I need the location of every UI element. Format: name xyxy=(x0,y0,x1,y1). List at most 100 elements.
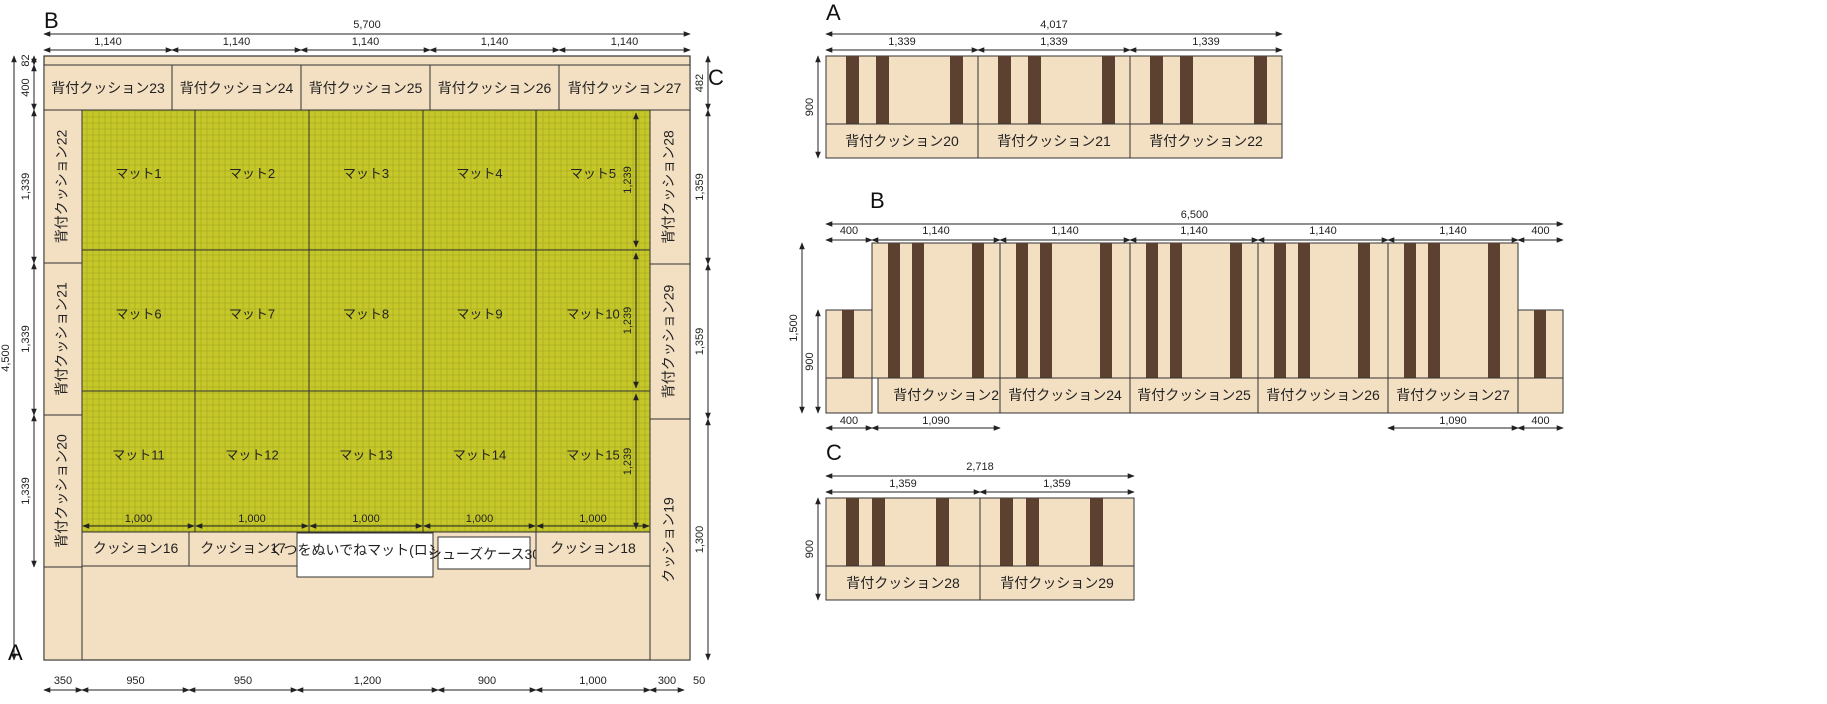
backrest-stripe xyxy=(1428,243,1440,378)
elevation-b: B 6,500 400 1,140 1,140 1,140 1,140 1,140 400 1,… xyxy=(788,188,1564,431)
dimension-label: 400 xyxy=(840,225,858,237)
dimension-label: 400 xyxy=(1531,415,1549,427)
back-cushion-left xyxy=(43,414,83,568)
backrest-stripe xyxy=(1298,243,1310,378)
dimension-label: 1,140 xyxy=(611,36,639,48)
mat-label: マット15 xyxy=(566,448,619,463)
cushion-label: 背付クッション21 xyxy=(997,133,1111,149)
dimension-label: 1,000 xyxy=(579,675,607,687)
seat-cushion xyxy=(999,377,1131,414)
dimension-label: 1,339 xyxy=(1192,36,1220,48)
dimension-label: 5,700 xyxy=(353,19,381,31)
dimension-label: 1,090 xyxy=(1439,415,1467,427)
dimension-label: 4,017 xyxy=(1040,19,1068,31)
seat-cushion xyxy=(1257,377,1389,414)
dimension-label: 900 xyxy=(804,540,816,558)
dimension-label: 1,140 xyxy=(922,225,950,237)
mat-label: マット14 xyxy=(453,448,506,463)
backrest-stripe xyxy=(936,498,949,566)
backrest-stripe xyxy=(846,498,859,566)
bottom-item-label: くつをぬいでねマット(ロング) xyxy=(270,542,461,558)
backrest-stripe xyxy=(1150,56,1163,124)
seat-cushion xyxy=(825,123,979,159)
back-cushion-top xyxy=(558,64,691,111)
backrest-stripe xyxy=(1016,243,1028,378)
backrest-stripe xyxy=(888,243,900,378)
right-back-cushions: 背付クッション28 背付クッション29 クッション19 xyxy=(649,109,691,661)
plan-dimensions: 5,700 1,140 1,140 1,140 1,140 1,140 4,500 82 400… xyxy=(0,19,711,693)
dimension-label: 2,718 xyxy=(966,461,994,473)
mat-label: マット5 xyxy=(570,166,616,181)
backrest-stripe xyxy=(998,56,1011,124)
backrest-stripe xyxy=(1534,310,1546,378)
cushion-label: 背付クッション29 xyxy=(1000,575,1114,591)
seat-cushion xyxy=(877,377,1001,414)
seat-cushion xyxy=(1129,123,1283,159)
mat-label: マット8 xyxy=(343,307,389,322)
elevation-c: C 2,718 1,359 背付クッション28 1,359 背付クッション29 900 xyxy=(804,440,1135,601)
corner-block xyxy=(43,566,83,661)
mat-label: マット7 xyxy=(229,307,275,322)
dimension-label: 900 xyxy=(804,352,816,370)
dimension-label: 1,000 xyxy=(579,513,607,525)
seat-cushion xyxy=(825,565,981,601)
cushion-label: クッション19 xyxy=(661,497,677,583)
dimension-label: 1,000 xyxy=(125,513,153,525)
dimension-label: 1,090 xyxy=(922,415,950,427)
bottom-item xyxy=(296,532,434,578)
backrest-stripe xyxy=(1100,243,1112,378)
bottom-item-label: クッション16 xyxy=(93,540,179,556)
plan-view: B 背付クッション23 背付クッション24 背付クッション25 背付クッション26 背付… xyxy=(0,8,724,693)
elev-b-section-letter: B xyxy=(870,188,885,213)
back-cushion-top xyxy=(300,64,431,111)
mat-label: マット3 xyxy=(343,166,389,181)
dimension-label: 350 xyxy=(54,675,72,687)
dimension-label: 400 xyxy=(840,415,858,427)
dimension-label: 1,000 xyxy=(352,513,380,525)
mat-label: マット12 xyxy=(225,448,278,463)
dimension-label: 1,339 xyxy=(1040,36,1068,48)
backrest-stripe xyxy=(1358,243,1370,378)
cushion-right-bottom xyxy=(649,418,691,661)
top-back-cushions: 背付クッション23 背付クッション24 背付クッション25 背付クッション26 背付クッ… xyxy=(43,64,691,111)
cushion-label: 背付クッション25 xyxy=(1137,387,1251,403)
mat-area xyxy=(82,110,650,532)
dimension-label: 300 xyxy=(658,675,676,687)
dimension-label: 6,500 xyxy=(1181,209,1209,221)
cushion-label: 背付クッション27 xyxy=(568,80,682,96)
seat-cushion xyxy=(979,565,1135,601)
plan-marker-c: C xyxy=(708,65,724,90)
dimension-label: 1,339 xyxy=(20,173,32,201)
dimension-label: 950 xyxy=(126,675,144,687)
dimension-label: 1,339 xyxy=(888,36,916,48)
seat-cushion xyxy=(1517,377,1564,414)
backrest-stripe xyxy=(1180,56,1193,124)
backrest-stripe xyxy=(1000,498,1013,566)
back-cushion-right xyxy=(649,109,691,265)
bottom-item xyxy=(437,536,531,570)
dimension-label: 950 xyxy=(234,675,252,687)
seat-cushion xyxy=(1129,377,1259,414)
dimension-label: 400 xyxy=(1531,225,1549,237)
back-cushion-right xyxy=(649,263,691,420)
bottom-item-label: クッション17 xyxy=(200,540,286,556)
cushion-label: 背付クッション22 xyxy=(54,130,70,244)
mat-label: マット10 xyxy=(566,307,619,322)
elev-c-section-letter: C xyxy=(826,440,842,465)
dimension-label: 1,000 xyxy=(238,513,266,525)
backrest-stripe xyxy=(1404,243,1416,378)
cushion-label: 背付クッション23 xyxy=(893,387,1007,403)
dimension-label: 50 xyxy=(693,675,705,687)
elevation-a: A 4,017 1,339 背付クッション20 1,339 背付クッション21 1,339… xyxy=(804,0,1283,159)
dimension-label: 1,140 xyxy=(94,36,122,48)
cushion-label: 背付クッション20 xyxy=(845,133,959,149)
mat-label: マット2 xyxy=(229,166,275,181)
bottom-item xyxy=(535,531,651,567)
cushion-label: 背付クッション26 xyxy=(1266,387,1380,403)
backrest-stripe xyxy=(842,310,854,378)
dimension-label: 1,500 xyxy=(788,314,800,342)
dimension-label: 1,140 xyxy=(1180,225,1208,237)
backrest-stripe xyxy=(912,243,924,378)
dimension-label: 1,239 xyxy=(622,448,634,476)
